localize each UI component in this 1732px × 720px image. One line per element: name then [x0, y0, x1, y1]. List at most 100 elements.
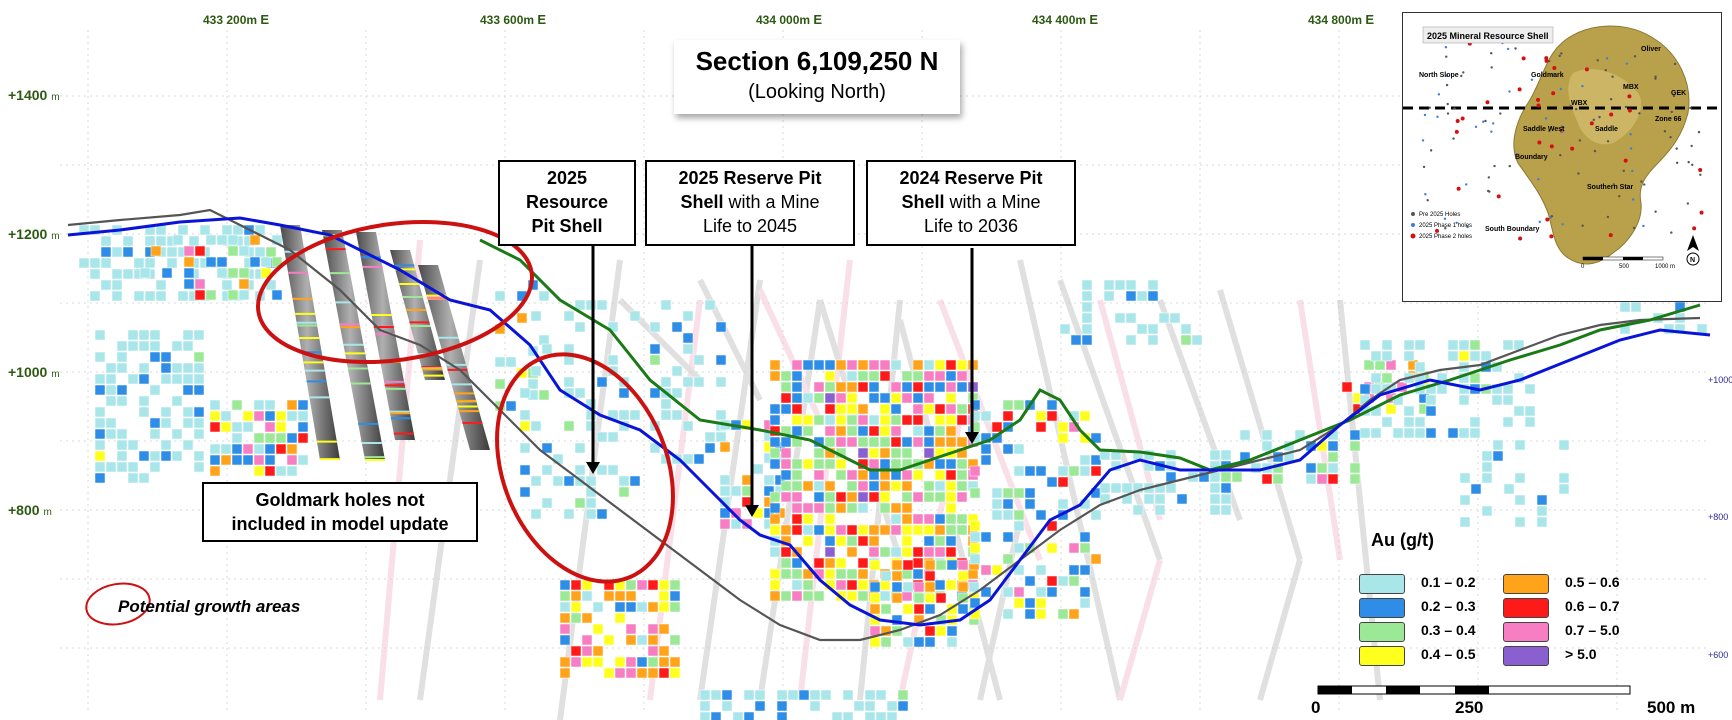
block-cell	[980, 586, 992, 598]
inset-drillhole-dot	[1550, 214, 1554, 218]
block-cell	[1002, 509, 1014, 521]
block-cell	[890, 502, 902, 514]
block-cell	[791, 513, 803, 525]
block-cell	[857, 524, 869, 536]
block-cell	[1425, 427, 1437, 439]
block-cell	[682, 310, 694, 322]
block-cell	[924, 559, 936, 571]
block-cell	[1492, 439, 1504, 451]
block-cell	[835, 359, 847, 371]
block-cell	[835, 392, 847, 404]
block-cell	[923, 491, 935, 503]
block-cell	[614, 656, 626, 668]
block-cell	[1013, 487, 1025, 499]
block-cell	[105, 373, 117, 385]
block-cell	[886, 700, 898, 712]
block-cell	[945, 502, 957, 514]
block-cell	[275, 443, 287, 455]
inset-drillhole-dot	[1638, 112, 1641, 115]
block-cell	[802, 392, 814, 404]
block-cell	[149, 384, 161, 396]
block-cell	[570, 645, 582, 657]
inset-drillhole-dot	[1629, 133, 1632, 136]
block-cell	[1057, 498, 1069, 510]
block-cell	[824, 546, 836, 558]
block-cell	[182, 406, 194, 418]
inset-drillhole-dot	[1561, 223, 1564, 226]
block-cell	[596, 376, 608, 388]
inset-drillhole-dot	[1446, 112, 1450, 115]
block-cell	[264, 454, 276, 466]
block-cell	[160, 351, 172, 363]
block-cell	[1114, 279, 1126, 291]
block-cell	[193, 362, 205, 374]
block-cell	[253, 410, 265, 422]
inset-drillhole-dot	[1686, 202, 1690, 205]
block-cell	[647, 645, 659, 657]
inset-drillhole-dot	[1421, 139, 1425, 142]
block-cell	[166, 246, 178, 258]
block-cell	[902, 636, 914, 648]
block-cell	[286, 399, 298, 411]
block-cell	[780, 491, 792, 503]
block-cell	[754, 700, 766, 712]
block-cell	[1154, 493, 1166, 505]
inset-drillhole-dot	[1559, 153, 1562, 157]
block-cell	[122, 246, 134, 258]
block-cell	[116, 428, 128, 440]
block-cell	[923, 535, 935, 547]
block-cell	[924, 592, 936, 604]
block-cell	[1035, 421, 1047, 433]
scale-label: 250	[1455, 698, 1484, 717]
block-cell	[209, 399, 221, 411]
block-cell	[1349, 429, 1361, 441]
block-cell	[182, 373, 194, 385]
block-cell	[1079, 410, 1091, 422]
block-cell	[880, 636, 892, 648]
block-cell	[585, 475, 597, 487]
block-cell	[969, 553, 981, 565]
block-cell	[160, 406, 172, 418]
block-cell	[227, 245, 239, 257]
block-cell	[1013, 542, 1025, 554]
block-cell	[835, 535, 847, 547]
block-cell	[138, 406, 150, 418]
inset-drillhole-dot	[1622, 169, 1625, 173]
block-cell	[956, 381, 968, 393]
block-cell	[1524, 405, 1536, 417]
block-cell	[592, 623, 604, 635]
block-cell	[194, 289, 206, 301]
block-cell	[193, 417, 205, 429]
block-cell	[1125, 279, 1137, 291]
block-cell	[719, 441, 731, 453]
block-cell	[934, 359, 946, 371]
block-cell	[1013, 597, 1025, 609]
block-cell	[238, 278, 250, 290]
inset-title: 2025 Mineral Resource Shell	[1427, 31, 1549, 41]
block-cell	[901, 370, 913, 382]
block-cell	[846, 579, 858, 591]
block-cell	[1363, 359, 1375, 371]
block-cell	[1514, 439, 1526, 451]
block-cell	[559, 601, 571, 613]
block-cell	[581, 634, 593, 646]
block-cell	[934, 535, 946, 547]
block-cell	[1081, 334, 1093, 346]
block-cell	[275, 465, 287, 477]
block-cell	[791, 524, 803, 536]
block-cell	[559, 623, 571, 635]
block-cell	[879, 370, 891, 382]
block-cell	[813, 392, 825, 404]
block-cell	[649, 387, 661, 399]
block-cell	[791, 403, 803, 415]
inset-drillhole-dot	[1462, 71, 1465, 74]
block-cell	[193, 384, 205, 396]
legend-item: 0.2 – 0.3	[1359, 596, 1529, 618]
block-cell	[171, 428, 183, 440]
inset-drillhole-dot	[1487, 176, 1491, 179]
inset-drillhole-dot	[1521, 56, 1526, 61]
block-cell	[216, 267, 228, 279]
block-cell	[780, 568, 792, 580]
block-cell	[585, 299, 597, 311]
block-cell	[835, 381, 847, 393]
